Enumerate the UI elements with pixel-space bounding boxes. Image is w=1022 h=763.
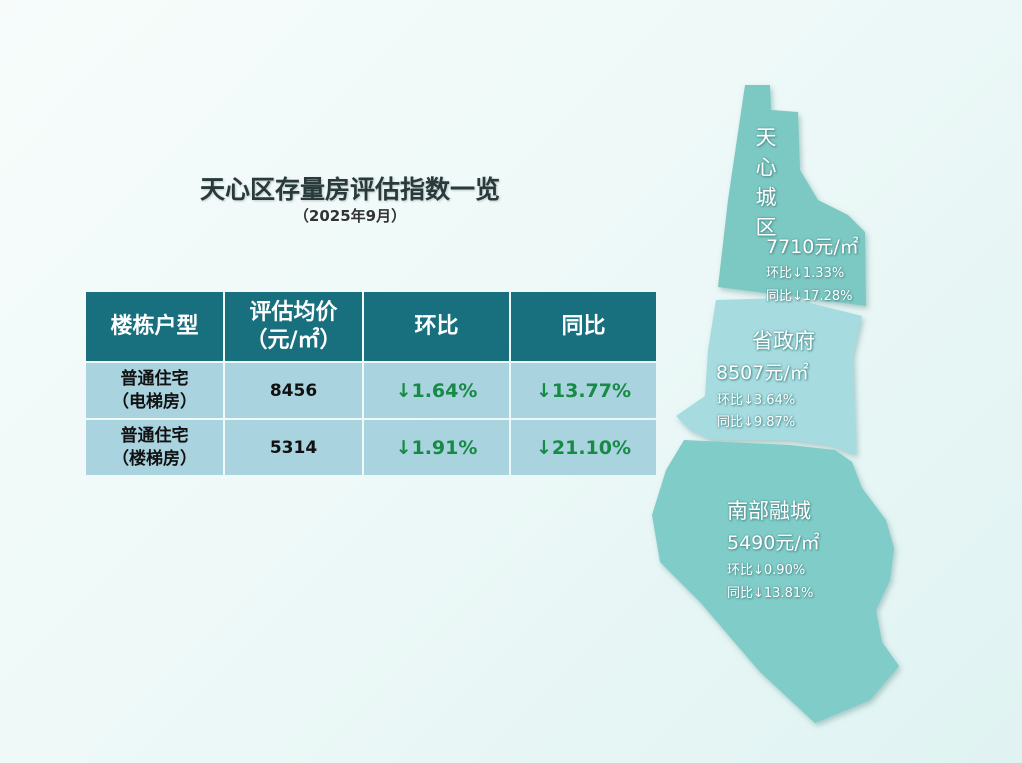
- cell: 5314: [225, 420, 362, 475]
- region-yoy: 同比↓17.28%: [766, 289, 853, 304]
- region-mom: 环比↓0.90%: [727, 563, 806, 578]
- index-table: 楼栋户型 评估均价 （元/㎡） 环比 同比 普通住宅 （电梯房） 8456 ↓1.6…: [84, 290, 658, 477]
- cell: 普通住宅 （楼梯房）: [86, 420, 223, 475]
- region-yoy: 同比↓9.87%: [717, 415, 796, 430]
- cell: ↓1.64%: [364, 363, 509, 418]
- column-header: 同比: [511, 292, 656, 361]
- column-header: 楼栋户型: [86, 292, 223, 361]
- column-header-line: （元/㎡）: [245, 327, 342, 353]
- cell: 普通住宅 （电梯房）: [86, 363, 223, 418]
- region-mom: 环比↓3.64%: [717, 393, 796, 408]
- header-row: 楼栋户型 评估均价 （元/㎡） 环比 同比: [86, 292, 656, 361]
- region-yoy: 同比↓13.81%: [727, 586, 814, 601]
- column-header: 评估均价 （元/㎡）: [225, 292, 362, 361]
- title: 天心区存量房评估指数一览: [199, 175, 500, 204]
- cell-line: 普通住宅: [120, 369, 189, 390]
- subtitle: （2025年9月）: [293, 207, 407, 225]
- region-tianxin: [718, 85, 866, 306]
- cell: ↓13.77%: [511, 363, 656, 418]
- cell-line: 普通住宅: [120, 426, 189, 447]
- cell: ↓1.91%: [364, 420, 509, 475]
- column-header: 环比: [364, 292, 509, 361]
- region-name: 省政府: [752, 329, 815, 353]
- region-price: 5490元/㎡: [727, 532, 820, 554]
- cell-line: （楼梯房）: [112, 448, 197, 469]
- region-price: 8507元/㎡: [716, 362, 809, 384]
- region-shengzhengfu: [676, 298, 862, 455]
- table-row: 普通住宅 （楼梯房） 5314 ↓1.91% ↓21.10%: [86, 420, 656, 475]
- region-name: 南部融城: [727, 499, 811, 523]
- region-price: 7710元/㎡: [766, 236, 859, 258]
- region-mom: 环比↓1.33%: [766, 266, 845, 281]
- cell-line: （电梯房）: [112, 391, 197, 412]
- region-name: 天心城区: [753, 126, 777, 246]
- region-nanbu: [652, 440, 899, 723]
- table-row: 普通住宅 （电梯房） 8456 ↓1.64% ↓13.77%: [86, 363, 656, 418]
- cell: 8456: [225, 363, 362, 418]
- column-header-line: 评估均价: [249, 300, 338, 325]
- cell: ↓21.10%: [511, 420, 656, 475]
